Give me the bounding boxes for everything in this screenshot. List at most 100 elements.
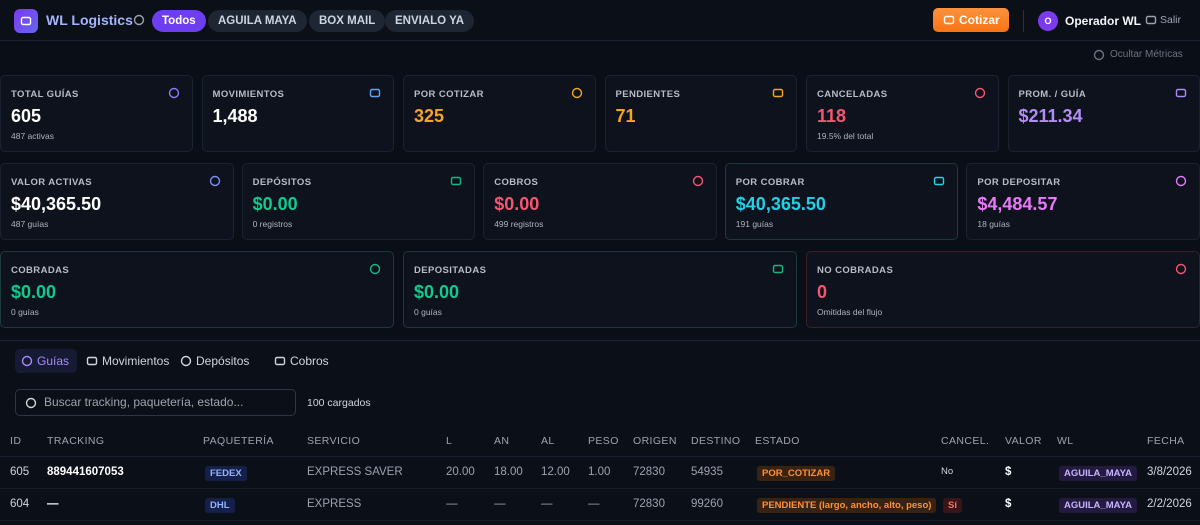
table-cell: 20.00 — [446, 466, 475, 478]
metric-card: PENDIENTES 71 — [604, 75, 797, 152]
icon — [450, 176, 462, 186]
column-header: AL — [541, 435, 555, 447]
metric-value: 605 — [11, 106, 42, 126]
metric-value: $0.00 — [252, 194, 298, 214]
table-cell: PENDIENTE (largo, ancho, alto, peso) — [757, 498, 937, 513]
metric-value: $211.34 — [1018, 106, 1083, 126]
metric-value: 0 — [817, 282, 828, 302]
table-cell: 99260 — [691, 498, 723, 510]
metric-value: $0.00 — [494, 194, 540, 214]
column-header: FECHA — [1147, 435, 1185, 447]
icon — [1175, 88, 1187, 98]
column-header: VALOR — [1005, 435, 1042, 447]
icon — [943, 15, 955, 25]
metric-card: COBRADAS $0.00 0 guías — [0, 251, 394, 328]
avatar: O — [1038, 11, 1058, 31]
icon — [20, 16, 32, 26]
table-cell: — — [47, 498, 59, 510]
metric-note: Omitidas del flujo — [817, 307, 883, 317]
quote-button[interactable]: Cotizar — [933, 8, 1009, 32]
filter-pill[interactable]: BOX MAIL — [309, 10, 386, 32]
table-cell: $ — [1005, 498, 1012, 510]
metric-note: 0 guías — [11, 307, 39, 317]
metric-label: DEPÓSITOS — [252, 177, 312, 188]
metric-card: POR COBRAR $40,365.50 191 guías — [724, 163, 959, 240]
icon — [369, 88, 381, 98]
metric-label: VALOR ACTIVAS — [11, 177, 93, 188]
icon — [133, 14, 145, 26]
icon — [1093, 49, 1105, 61]
metric-label: CANCELADAS — [817, 89, 888, 100]
tab[interactable]: Movimientos — [80, 349, 177, 373]
table-cell: 72830 — [633, 498, 665, 510]
metric-card: NO COBRADAS 0 Omitidas del flujo — [806, 251, 1200, 328]
metrics-row: TOTAL GUÍAS 605 487 activas MOVIMIENTOS 1,48… — [0, 75, 1200, 152]
tab[interactable]: Guías — [15, 349, 78, 373]
metric-note: 19.5% del total — [817, 131, 874, 141]
table-cell: 18.00 — [494, 466, 523, 478]
metric-card: POR DEPOSITAR $4,484.57 18 guías — [966, 163, 1200, 240]
metric-label: PENDIENTES — [615, 89, 681, 100]
icon — [1175, 175, 1187, 187]
metric-note: 487 activas — [11, 131, 54, 141]
divider — [1023, 10, 1024, 32]
metric-label: COBRADAS — [11, 265, 70, 276]
metric-card: POR COTIZAR 325 — [403, 75, 596, 152]
column-header: AN — [494, 435, 510, 447]
search-input[interactable]: Buscar tracking, paquetería, estado... — [15, 389, 296, 416]
icon — [168, 87, 179, 99]
column-header: PAQUETERÍA — [203, 435, 274, 447]
metric-note: 191 guías — [735, 219, 774, 229]
icon — [934, 176, 945, 186]
icon — [1145, 15, 1157, 25]
logout[interactable]: Salir — [1160, 14, 1182, 26]
metric-label: NO COBRADAS — [817, 265, 894, 276]
metric-card: MOVIMIENTOS 1,488 — [201, 75, 394, 152]
metric-label: MOVIMIENTOS — [212, 89, 285, 100]
table-row[interactable]: 605 889441607053 FEDEX EXPRESS SAVER 20.00 18… — [0, 457, 1200, 489]
metric-note: 0 guías — [414, 307, 442, 317]
metric-value: 71 — [615, 106, 636, 126]
table-cell: 1.00 — [588, 466, 611, 478]
filter-pill[interactable]: AGUILA MAYA — [208, 10, 307, 32]
tab[interactable]: Cobros — [268, 349, 337, 373]
column-header: CANCEL. — [941, 435, 990, 447]
metric-value: $40,365.50 — [735, 194, 826, 214]
metrics-row: COBRADAS $0.00 0 guías DEPOSITADAS $0.00 0 gu… — [0, 251, 1200, 328]
column-header: ID — [10, 435, 22, 447]
tab[interactable]: Depósitos — [174, 349, 257, 373]
table-cell: 889441607053 — [47, 466, 124, 478]
table-cell: — — [494, 498, 506, 510]
toggle-metrics[interactable]: Ocultar Métricas — [1088, 45, 1192, 65]
column-header: WL — [1057, 435, 1074, 447]
table-head — [0, 426, 1200, 457]
table-cell: 12.00 — [541, 466, 570, 478]
metric-value: $0.00 — [414, 282, 460, 302]
column-header: ESTADO — [755, 435, 800, 447]
icon — [180, 355, 192, 367]
metric-card: DEPÓSITOS $0.00 0 registros — [241, 163, 476, 240]
icon — [25, 397, 37, 409]
metric-card: VALOR ACTIVAS $40,365.50 487 guías — [0, 163, 234, 240]
icon — [86, 356, 98, 366]
table-cell: AGUILA_MAYA — [1059, 498, 1137, 513]
table-cell: 54935 — [691, 466, 723, 478]
metric-card: TOTAL GUÍAS 605 487 activas — [0, 75, 193, 152]
table-row[interactable]: 604 — DHL EXPRESS — — — — 72830 99260 PENDIENTE (l… — [0, 489, 1200, 521]
metric-label: TOTAL GUÍAS — [11, 89, 79, 100]
metric-label: DEPOSITADAS — [414, 265, 487, 276]
column-header: L — [446, 435, 453, 447]
table-cell: 2/2/2026 — [1147, 498, 1192, 510]
metric-card: CANCELADAS 118 19.5% del total — [806, 75, 999, 152]
header: WL Logistics Todos AGUILA MAYA BOX MAIL ENVI… — [0, 0, 1200, 41]
metric-card: PROM. / GUÍA $211.34 — [1007, 75, 1200, 152]
metric-value: $40,365.50 — [11, 194, 102, 214]
filter-pill[interactable]: ENVIALO YA — [385, 10, 475, 32]
filter-pill[interactable]: Todos — [152, 10, 206, 32]
table-cell: 3/8/2026 — [1147, 466, 1192, 478]
column-header: TRACKING — [47, 435, 105, 447]
brand: WL Logistics — [46, 12, 133, 28]
